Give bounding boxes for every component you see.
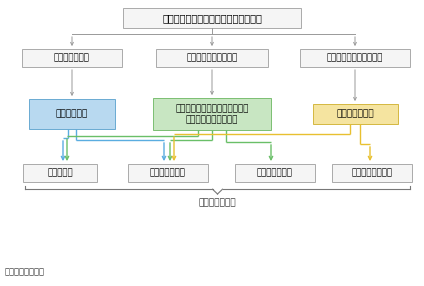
Text: 蒸発散量の増加: 蒸発散量の増加 [54,53,90,63]
Text: 海水の熱膨張・水の融解: 海水の熱膨張・水の融解 [327,53,383,63]
Text: 土砂災害の激化: 土砂災害の激化 [257,168,293,178]
FancyBboxPatch shape [300,49,410,67]
FancyBboxPatch shape [156,49,268,67]
FancyBboxPatch shape [153,98,271,130]
Text: 内水氾濫の激化: 内水氾濫の激化 [150,168,186,178]
Text: 地球温暖化に伴う気温・海水温の上昇: 地球温暖化に伴う気温・海水温の上昇 [162,13,262,23]
FancyBboxPatch shape [123,8,301,28]
Text: 海面水位の上昇: 海面水位の上昇 [336,110,374,118]
FancyBboxPatch shape [312,104,398,124]
FancyBboxPatch shape [23,164,97,182]
Text: 資料）国土交通省: 資料）国土交通省 [5,267,45,276]
Text: 台風の強度・経路・速度の変化
前線や局所豪雨の変化: 台風の強度・経路・速度の変化 前線や局所豪雨の変化 [175,104,249,124]
FancyBboxPatch shape [235,164,315,182]
FancyBboxPatch shape [22,49,122,67]
FancyBboxPatch shape [29,99,115,129]
Text: 降雨量の増加: 降雨量の増加 [56,110,88,118]
Text: 高潮・高波の激化: 高潮・高波の激化 [351,168,393,178]
FancyBboxPatch shape [332,164,412,182]
Text: 洪水の激化: 洪水の激化 [47,168,73,178]
Text: 大気循環・海流の変化: 大気循環・海流の変化 [187,53,237,63]
Text: 複合災害の激化: 複合災害の激化 [199,198,236,207]
FancyBboxPatch shape [128,164,208,182]
